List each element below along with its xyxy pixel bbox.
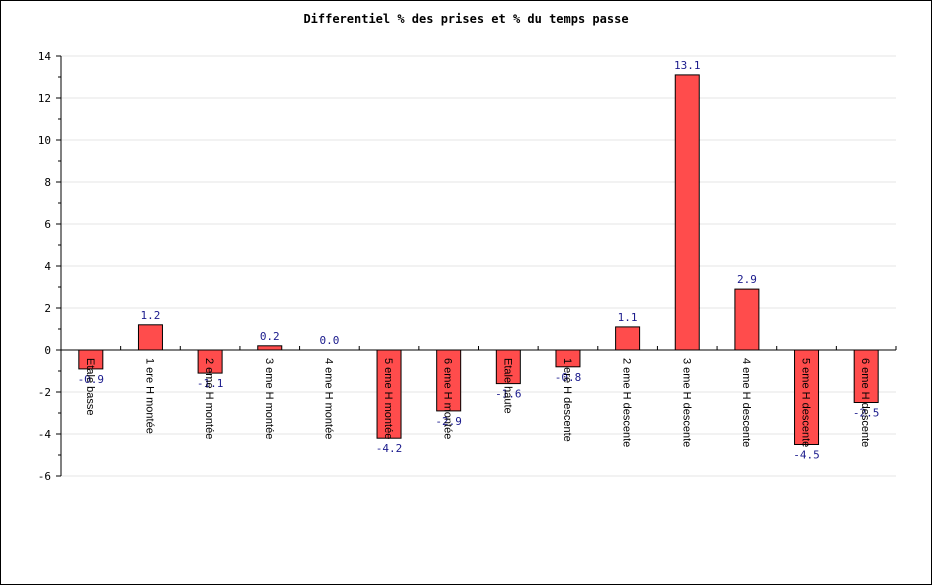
bar [257, 345, 283, 351]
value-label: -0.9 [78, 373, 105, 386]
category-label: 5 eme H montée [382, 358, 394, 439]
value-label: -1.1 [197, 377, 224, 390]
category-label: 2 eme H montée [203, 358, 215, 439]
value-label: -2.5 [853, 407, 880, 420]
category-label: Etale haute [501, 358, 513, 414]
value-label: -4.2 [376, 442, 403, 455]
y-tick-label: 8 [44, 176, 51, 189]
y-tick-label: -2 [38, 386, 51, 399]
bar [794, 349, 820, 445]
value-label: 0.0 [319, 334, 339, 347]
value-label: 0.2 [260, 330, 280, 343]
value-label: 1.1 [618, 311, 638, 324]
category-label: 5 eme H descente [800, 358, 812, 447]
y-tick-label: 4 [44, 260, 51, 273]
value-label: 1.2 [141, 309, 161, 322]
category-label: 2 eme H descente [621, 358, 633, 447]
bar [853, 349, 879, 403]
y-tick-label: 0 [44, 344, 51, 357]
value-label: -2.9 [435, 415, 462, 428]
category-label: 4 eme H descente [740, 358, 752, 447]
bar [615, 326, 641, 351]
y-tick-label: 2 [44, 302, 51, 315]
bar [376, 349, 402, 439]
category-label: 3 eme H montée [263, 358, 275, 439]
category-label: Etale basse [84, 358, 96, 415]
y-tick-label: 10 [38, 134, 51, 147]
bar [734, 288, 760, 351]
bar [137, 324, 163, 351]
y-tick-label: 12 [38, 92, 51, 105]
chart-title: Differentiel % des prises et % du temps … [303, 12, 629, 26]
category-label: 1 ere H descente [561, 358, 573, 442]
bar [674, 74, 700, 351]
y-tick-label: -4 [38, 428, 52, 441]
category-label: 1 ere H montée [143, 358, 155, 434]
value-label: 2.9 [737, 273, 757, 286]
category-label: 6 eme H montée [442, 358, 454, 439]
category-label: 4 eme H montée [322, 358, 334, 439]
value-label: -0.8 [555, 371, 582, 384]
value-label: -1.6 [495, 388, 522, 401]
category-label: 3 eme H descente [680, 358, 692, 447]
value-label: -4.5 [793, 449, 820, 462]
value-label: 13.1 [674, 59, 701, 72]
category-label: 6 eme H descente [859, 358, 871, 447]
y-tick-label: 14 [38, 50, 52, 63]
y-tick-label: -6 [38, 470, 51, 483]
y-tick-label: 6 [44, 218, 51, 231]
